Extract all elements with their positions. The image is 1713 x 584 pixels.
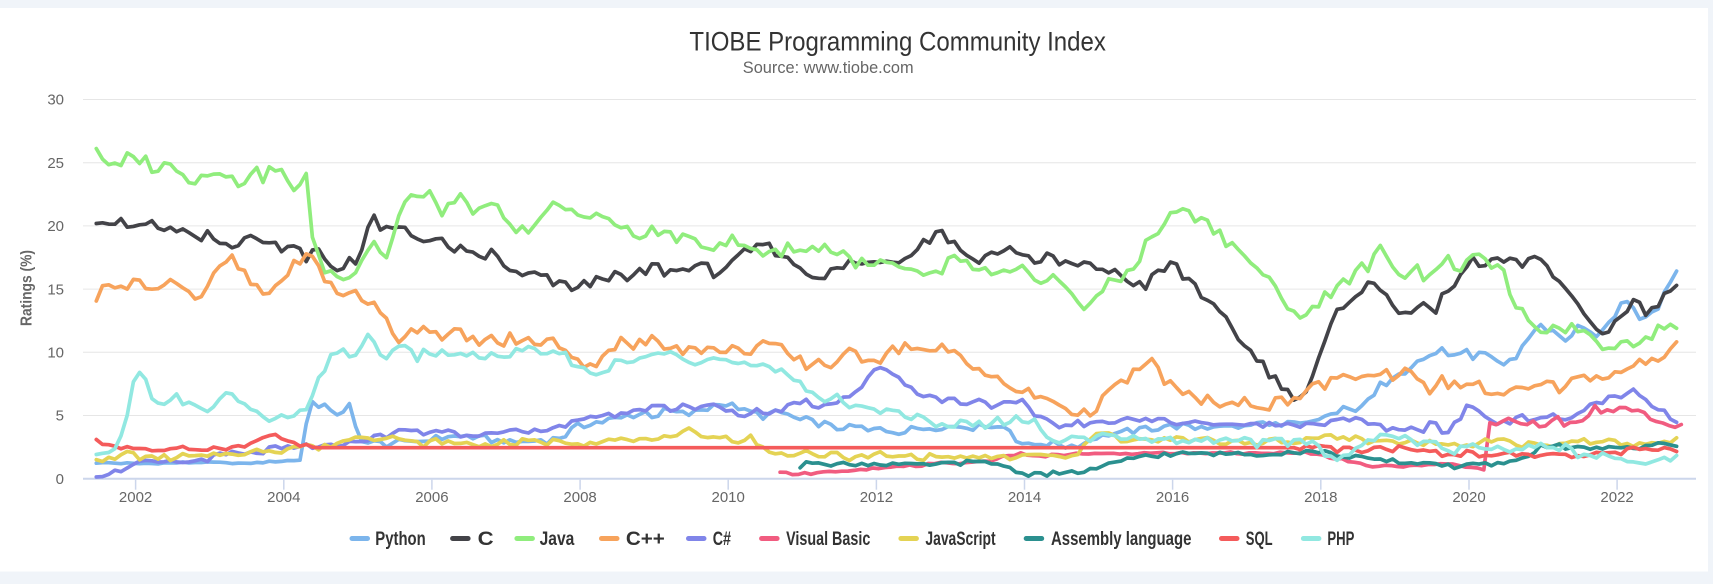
svg-text:2020: 2020: [1452, 489, 1485, 506]
svg-text:2016: 2016: [1156, 489, 1189, 506]
svg-text:2002: 2002: [119, 489, 152, 506]
svg-text:PHP: PHP: [1327, 529, 1354, 550]
svg-text:Visual Basic: Visual Basic: [786, 529, 871, 550]
svg-text:C#: C#: [713, 529, 732, 550]
svg-text:JavaScript: JavaScript: [925, 529, 996, 550]
svg-text:Assembly language: Assembly language: [1051, 529, 1191, 550]
svg-text:C: C: [478, 529, 494, 550]
svg-text:2022: 2022: [1600, 489, 1633, 506]
svg-text:2010: 2010: [712, 489, 745, 506]
svg-text:2018: 2018: [1304, 489, 1337, 506]
svg-text:Java: Java: [540, 529, 575, 550]
svg-text:10: 10: [47, 345, 64, 362]
svg-text:0: 0: [56, 471, 64, 488]
svg-text:2006: 2006: [415, 489, 448, 506]
svg-text:SQL: SQL: [1246, 529, 1273, 550]
svg-text:Ratings (%): Ratings (%): [19, 250, 36, 326]
svg-text:15: 15: [47, 281, 64, 298]
svg-text:Source: www.tiobe.com: Source: www.tiobe.com: [743, 58, 914, 77]
svg-text:Python: Python: [375, 529, 425, 550]
svg-text:2008: 2008: [563, 489, 596, 506]
svg-text:TIOBE Programming Community In: TIOBE Programming Community Index: [689, 27, 1106, 57]
svg-text:C++: C++: [626, 529, 665, 550]
svg-text:25: 25: [47, 155, 64, 172]
svg-text:30: 30: [47, 92, 64, 109]
svg-text:20: 20: [47, 218, 64, 235]
svg-text:2012: 2012: [860, 489, 893, 506]
svg-text:5: 5: [56, 408, 64, 425]
svg-text:2004: 2004: [267, 489, 300, 506]
svg-text:2014: 2014: [1008, 489, 1041, 506]
